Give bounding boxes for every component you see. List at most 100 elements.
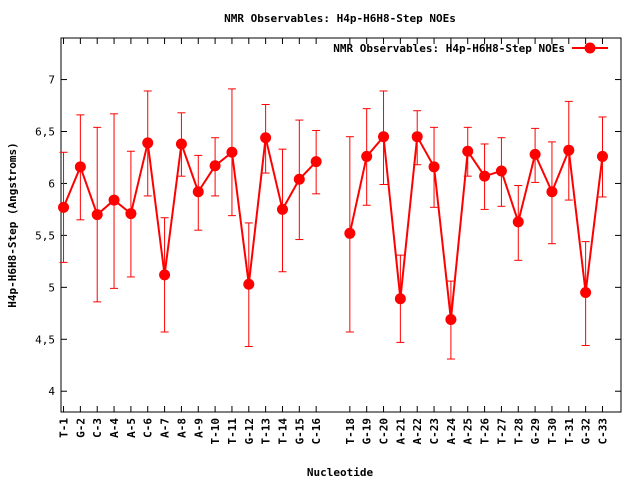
- x-tick-label: G-12: [243, 418, 256, 445]
- data-point: [108, 194, 120, 206]
- data-point: [344, 227, 356, 239]
- y-tick-label: 7: [48, 74, 55, 87]
- y-tick-label: 4,5: [35, 333, 55, 346]
- x-axis-label: Nucleotide: [307, 466, 374, 479]
- x-tick-label: A-4: [108, 418, 121, 438]
- series-line-segment: [281, 178, 301, 210]
- series-line-segment: [500, 170, 520, 223]
- x-tick-label: T-13: [260, 418, 273, 445]
- series-line-segment: [163, 143, 183, 275]
- x-tick-label: T-1: [58, 418, 71, 438]
- series-line-segment: [146, 142, 166, 275]
- data-point: [378, 131, 390, 143]
- series-line-segment: [567, 150, 587, 293]
- data-point: [512, 216, 524, 228]
- x-tick-label: C-6: [142, 418, 155, 438]
- data-point: [293, 173, 305, 185]
- data-point: [58, 201, 70, 213]
- x-tick-label: T-10: [209, 418, 222, 445]
- chart-title: NMR Observables: H4p-H6H8-Step NOEs: [224, 12, 456, 25]
- x-tick-label: T-26: [479, 418, 492, 445]
- x-tick-label: G-2: [74, 418, 87, 438]
- data-point: [260, 132, 272, 144]
- x-tick-label: A-9: [192, 418, 205, 438]
- series-line-segment: [264, 137, 284, 210]
- series-line-segment: [416, 136, 435, 168]
- x-tick-label: T-14: [276, 418, 289, 445]
- data-point: [529, 148, 541, 160]
- data-point: [462, 145, 474, 157]
- x-tick-label: A-8: [175, 418, 188, 438]
- series-line-segment: [230, 152, 250, 285]
- data-point: [243, 278, 255, 290]
- data-point: [276, 203, 288, 215]
- y-tick-label: 5: [48, 281, 55, 294]
- series-line-segment: [382, 136, 402, 299]
- series-line-segment: [180, 143, 200, 193]
- data-point: [192, 186, 204, 198]
- legend-label: NMR Observables: H4p-H6H8-Step NOEs: [333, 42, 565, 55]
- series-line-segment: [551, 149, 570, 193]
- data-point: [563, 144, 575, 156]
- x-tick-label: C-20: [378, 418, 391, 445]
- plot-frame: [60, 37, 622, 413]
- series-line-segment: [399, 136, 419, 299]
- series-line-segment: [348, 156, 368, 234]
- legend: NMR Observables: H4p-H6H8-Step NOEs: [333, 42, 608, 55]
- data-point: [226, 146, 238, 158]
- series-line-segment: [129, 142, 149, 214]
- x-tick-label: T-28: [512, 418, 525, 445]
- x-tick-label: C-16: [310, 418, 323, 445]
- x-tick-label: T-31: [563, 418, 576, 445]
- x-tick-label: A-21: [394, 418, 407, 445]
- x-tick-label: A-7: [159, 418, 172, 438]
- x-tick-label: T-18: [344, 418, 357, 445]
- x-tick-label: T-30: [546, 418, 559, 445]
- x-tick-label: G-32: [580, 418, 593, 445]
- series-line-segment: [62, 166, 82, 208]
- data-point: [361, 150, 373, 162]
- data-point: [580, 287, 592, 299]
- data-point: [142, 137, 154, 149]
- series-line-segment: [517, 154, 537, 223]
- data-point: [411, 131, 423, 143]
- legend-marker: [584, 42, 596, 54]
- x-tick-label: G-19: [361, 418, 374, 445]
- x-tick-label: A-25: [462, 418, 475, 445]
- data-point: [310, 156, 322, 168]
- y-tick-label: 4: [48, 385, 55, 398]
- x-axis: T-1 G-2 C-3 A-4 A-5 C-6 A-7 A-8 A-9 T-10 T-11 G-12 T…: [58, 38, 609, 445]
- series-line-segment: [584, 156, 604, 293]
- x-tick-label: C-3: [91, 418, 104, 438]
- x-tick-label: C-33: [596, 418, 609, 445]
- data-point: [479, 170, 491, 182]
- x-tick-label: T-27: [495, 418, 508, 445]
- data-point: [546, 186, 558, 198]
- series-line-segment: [79, 166, 99, 215]
- data-point: [74, 161, 86, 173]
- x-tick-label: A-24: [445, 418, 458, 445]
- y-tick-label: 6,5: [35, 126, 55, 139]
- x-tick-label: G-29: [529, 418, 542, 445]
- series-line-segment: [449, 151, 469, 320]
- series-line-segment: [247, 137, 267, 285]
- y-tick-label: 5,5: [35, 229, 55, 242]
- data-point: [91, 209, 103, 221]
- data-point: [445, 314, 457, 326]
- x-tick-label: A-22: [411, 418, 424, 445]
- y-tick-label: 6: [48, 177, 55, 190]
- data-point: [159, 269, 171, 281]
- x-tick-label: A-5: [125, 418, 138, 438]
- series-line-segment: [433, 166, 452, 320]
- series: [58, 88, 608, 360]
- data-point: [596, 150, 608, 162]
- data-point: [428, 161, 440, 173]
- x-tick-label: G-15: [293, 418, 306, 445]
- series-line-segment: [534, 153, 553, 193]
- data-point: [175, 138, 187, 150]
- x-tick-label: T-11: [226, 418, 239, 445]
- data-point: [495, 165, 507, 177]
- y-axis-label: H4p-H6H8-Step (Angstroms): [6, 142, 19, 308]
